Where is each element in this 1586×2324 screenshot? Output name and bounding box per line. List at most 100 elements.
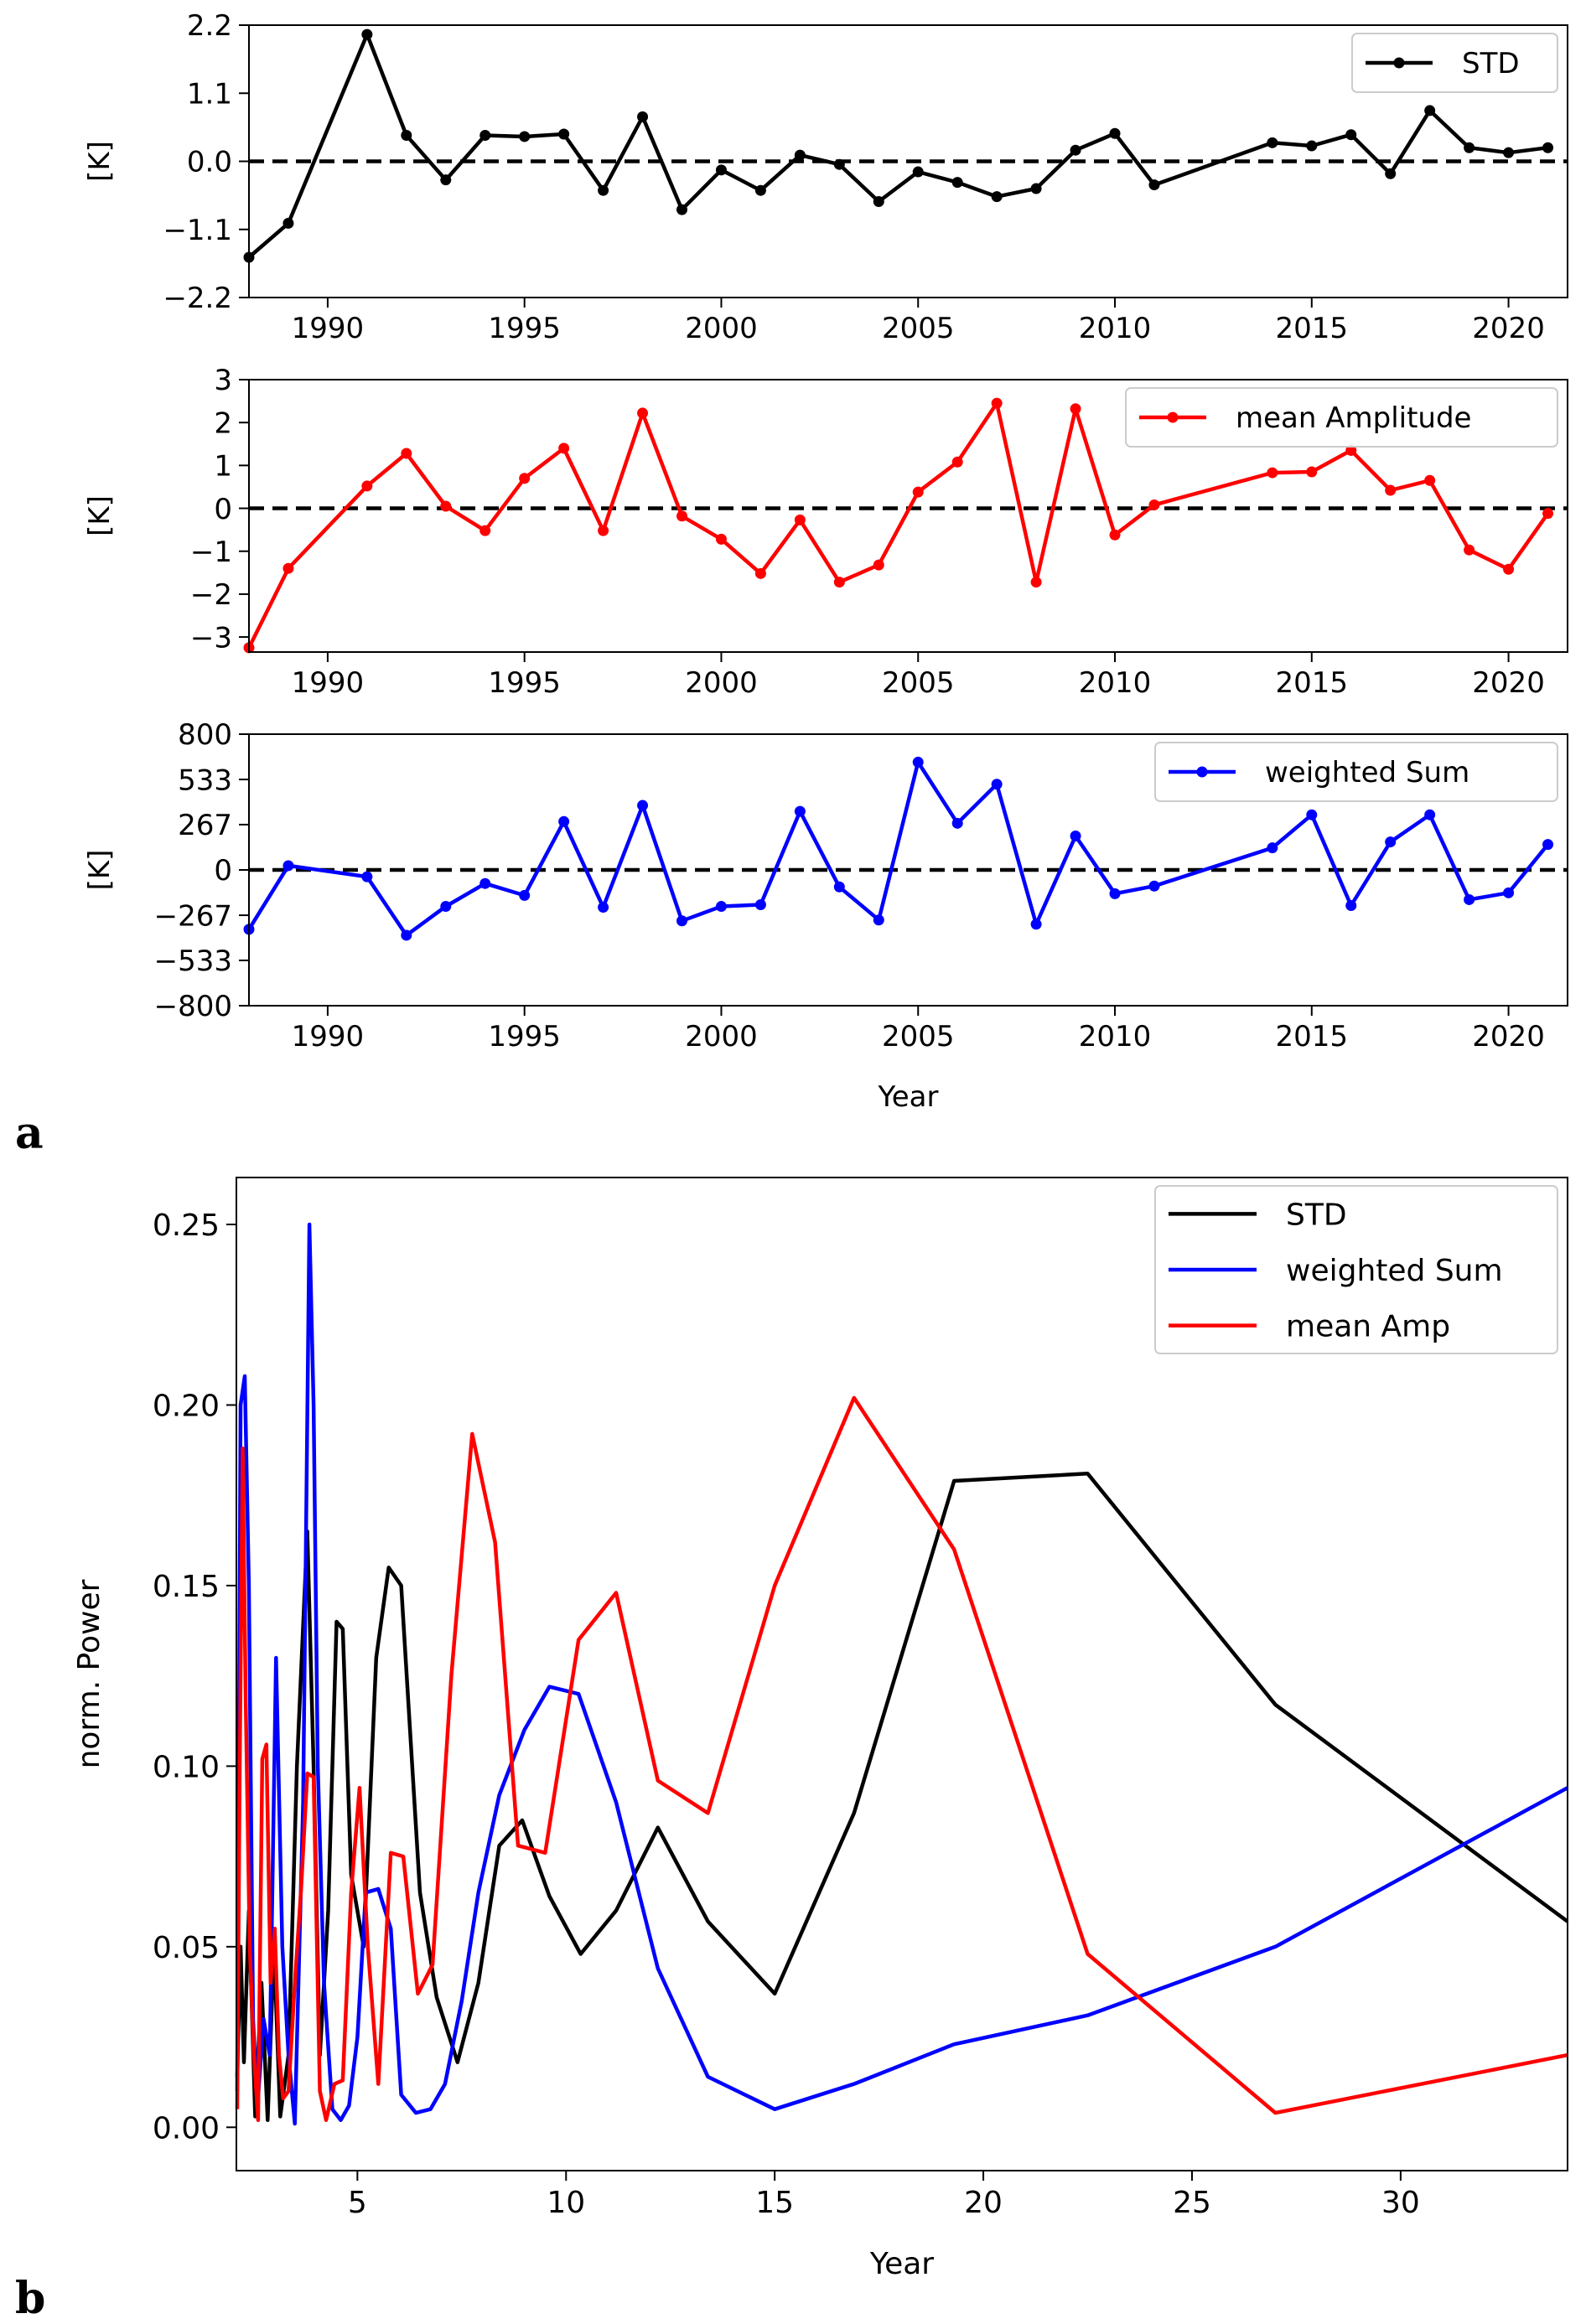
data-point [1070, 403, 1081, 415]
x-tick-label: 1990 [292, 666, 365, 700]
data-point [637, 407, 649, 419]
data-point [1385, 168, 1397, 179]
x-tick-label: 2015 [1276, 1020, 1349, 1053]
data-point [361, 28, 373, 40]
data-point [479, 129, 491, 141]
legend: STD weighted Sum mean Amp [1154, 1185, 1558, 1354]
data-point [1030, 183, 1042, 194]
x-tick-label: 2000 [685, 666, 758, 700]
x-tick-label: 2020 [1472, 1020, 1545, 1053]
data-point [1267, 467, 1278, 479]
legend-marker [1167, 411, 1179, 423]
data-point [1148, 499, 1160, 510]
x-tick-label: 2010 [1079, 666, 1152, 700]
data-point [1385, 484, 1397, 496]
data-point [1345, 900, 1357, 912]
data-point [1503, 147, 1515, 158]
y-tick-label: 0.00 [153, 2111, 220, 2145]
data-point [637, 111, 649, 122]
data-point [1306, 466, 1318, 478]
data-point [1542, 839, 1554, 851]
y-axis-label: norm. Power [72, 1579, 106, 1768]
x-tick-label: 5 [348, 2186, 367, 2220]
data-point [1464, 544, 1475, 556]
data-point [519, 889, 531, 901]
data-point [912, 166, 924, 178]
data-point [1542, 508, 1554, 520]
x-tick-label: 25 [1173, 2186, 1211, 2220]
legend-label-std: STD [1286, 1198, 1347, 1232]
data-point [676, 204, 688, 215]
data-point [794, 514, 806, 525]
x-tick-label: 1990 [292, 1020, 365, 1053]
y-tick-label: 0.20 [153, 1389, 220, 1423]
data-point [951, 177, 963, 189]
data-point [833, 881, 845, 893]
y-tick-label: 0.10 [153, 1750, 220, 1784]
data-point [1070, 831, 1081, 841]
y-tick-label: −800 [154, 990, 232, 1023]
panel-a-mean-amplitude-chart: 1990 1995 2000 2005 2010 2015 2020 −3 −2 −1 0 1 2 3 [K… [83, 364, 1568, 700]
y-tick-label: 1.1 [187, 77, 232, 111]
y-axis-label: [K] [83, 495, 117, 536]
data-point [440, 500, 452, 512]
y-tick-label: −2 [190, 578, 232, 612]
y-tick-label: 0 [214, 493, 232, 526]
legend-label-std: STD [1462, 47, 1520, 80]
data-point [519, 473, 531, 484]
data-point [282, 217, 294, 229]
data-point [598, 184, 609, 196]
x-tick-label: 2005 [882, 666, 955, 700]
data-point [1503, 563, 1515, 575]
data-point [1385, 836, 1397, 848]
data-point [1503, 887, 1515, 898]
y-tick-label: 2.2 [187, 9, 232, 43]
panel-a-weighted-sum-chart: 1990 1995 2000 2005 2010 2015 2020 −800 −533 −267… [83, 718, 1568, 1114]
data-point [1109, 529, 1121, 541]
data-point [794, 149, 806, 161]
data-point [361, 871, 373, 882]
x-tick-label: 2015 [1276, 666, 1349, 700]
x-tick-label: 1995 [488, 1020, 561, 1053]
legend-box [1154, 742, 1558, 802]
y-tick-label: −1 [190, 536, 232, 569]
data-point [1070, 144, 1081, 156]
panel-label-a: a [15, 1108, 44, 1159]
legend: weighted Sum [1154, 742, 1558, 802]
data-point [1542, 142, 1554, 153]
x-tick-label: 2005 [882, 312, 955, 345]
data-point [1306, 140, 1318, 152]
y-tick-label: 533 [178, 763, 232, 797]
data-point [1345, 129, 1357, 141]
data-point [754, 899, 766, 911]
data-point [912, 486, 924, 498]
legend: mean Amplitude [1125, 387, 1558, 448]
data-point [519, 131, 531, 142]
axes-frame [236, 1177, 1568, 2171]
data-point [1148, 179, 1160, 191]
legend-label-weighted-sum: weighted Sum [1286, 1254, 1503, 1288]
y-axis-label: [K] [83, 141, 117, 182]
y-axis-label: [K] [83, 850, 117, 891]
data-point [637, 800, 649, 811]
legend-box [1351, 33, 1558, 93]
x-tick-label: 2010 [1079, 312, 1152, 345]
y-tick-label: 2 [214, 406, 232, 440]
x-tick-label: 15 [755, 2186, 794, 2220]
data-point [754, 567, 766, 579]
data-point [479, 525, 491, 536]
y-tick-label: −267 [154, 899, 232, 933]
data-point [479, 877, 491, 889]
legend-box [1125, 387, 1558, 448]
legend-marker [1196, 766, 1208, 778]
data-point [598, 525, 609, 536]
panel-label-b: b [15, 2273, 45, 2324]
data-point [676, 510, 688, 522]
data-point [951, 817, 963, 829]
panel-b-power-spectrum-chart: 5 10 15 20 25 30 0.00 0.05 0.10 0.15 0.20 0.25 norm.… [72, 1177, 1569, 2281]
y-tick-label: 0.15 [153, 1570, 220, 1604]
x-tick-label: 30 [1381, 2186, 1420, 2220]
data-point [991, 397, 1003, 409]
data-point [558, 443, 570, 454]
y-tick-label: 267 [178, 809, 232, 842]
